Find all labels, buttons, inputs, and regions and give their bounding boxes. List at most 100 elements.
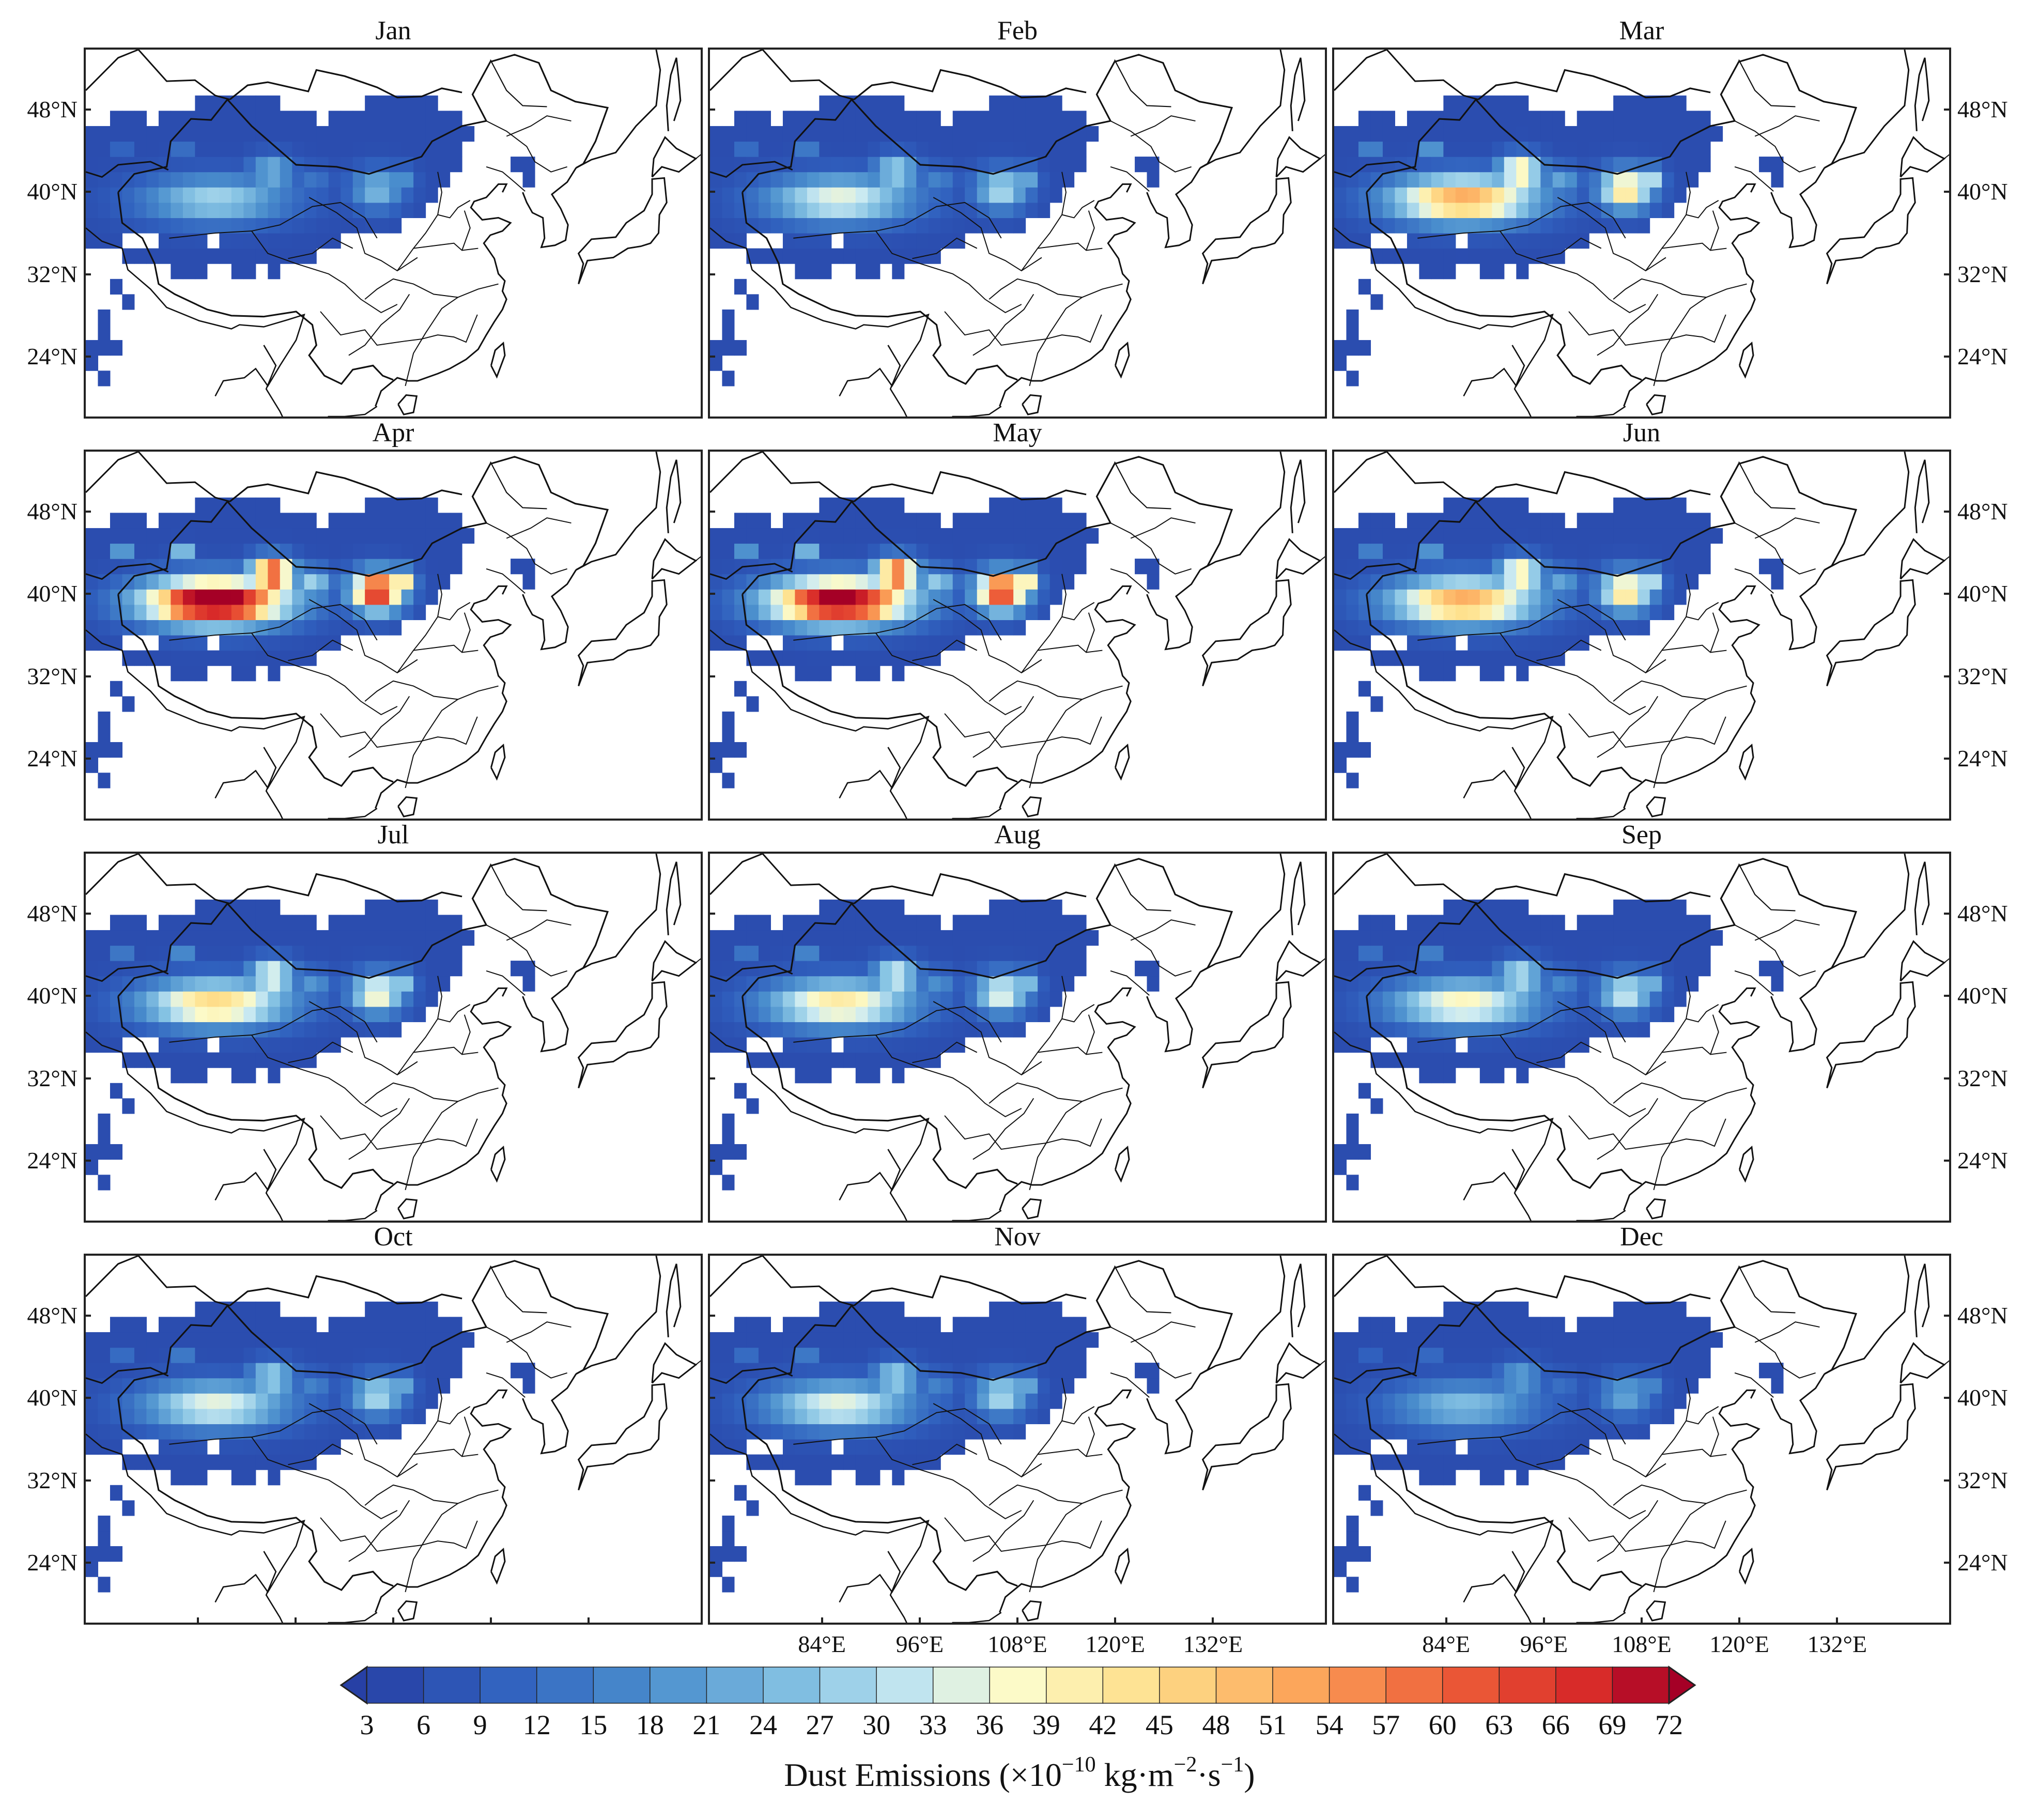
- grid-cell: [1504, 1393, 1517, 1409]
- grid-cell: [952, 141, 965, 157]
- grid-cell: [868, 264, 881, 280]
- colorbar-segment: [480, 1667, 537, 1704]
- grid-cell: [1074, 157, 1087, 173]
- grid-cell: [710, 528, 723, 544]
- grid-cell: [831, 218, 844, 234]
- grid-cell: [1516, 497, 1529, 513]
- grid-cell: [341, 930, 353, 946]
- grid-cell: [1577, 1363, 1589, 1379]
- province-boundary: [944, 311, 1046, 346]
- province-boundary: [1110, 120, 1192, 173]
- grid-cell: [1038, 111, 1051, 127]
- grid-cell: [1395, 976, 1408, 992]
- grid-cell: [1419, 945, 1432, 961]
- grid-cell: [1468, 650, 1480, 666]
- grid-cell: [182, 1424, 195, 1440]
- grid-cell: [231, 141, 244, 157]
- grid-cell: [1479, 1393, 1492, 1409]
- grid-cell: [1516, 1006, 1529, 1023]
- grid-cell: [807, 991, 820, 1007]
- grid-cell: [1468, 559, 1480, 575]
- grid-cell: [1407, 172, 1419, 188]
- grid-cell: [1468, 589, 1480, 605]
- grid-cell: [1334, 635, 1347, 651]
- province-boundary: [1086, 210, 1095, 251]
- grid-cell: [1038, 1408, 1051, 1425]
- grid-cell: [940, 589, 953, 605]
- grid-cell: [292, 1439, 305, 1455]
- province-boundary: [1613, 278, 1747, 300]
- grid-cell: [171, 915, 183, 931]
- grid-cell: [243, 1378, 256, 1394]
- grid-cell: [1540, 1424, 1553, 1440]
- grid-cell: [1504, 202, 1517, 219]
- grid-cell: [819, 976, 832, 992]
- colorbar-segment: [763, 1667, 821, 1704]
- grid-cell: [413, 497, 426, 513]
- grid-cell: [734, 111, 747, 127]
- grid-cell: [782, 1052, 795, 1068]
- grid-cell: [1504, 157, 1517, 173]
- boundary-line: [1914, 861, 1930, 935]
- grid-cell: [1528, 976, 1541, 992]
- grid-cell: [231, 172, 244, 188]
- grid-cell: [413, 111, 426, 127]
- grid-cell: [1407, 1332, 1419, 1348]
- grid-cell: [122, 589, 135, 605]
- grid-cell: [819, 157, 832, 173]
- boundary-line: [853, 471, 1087, 502]
- grid-cell: [231, 264, 244, 280]
- grid-cell: [158, 1052, 171, 1068]
- lat-label: 48°N: [27, 1302, 78, 1329]
- province-boundary: [1045, 1520, 1102, 1549]
- grid-cell: [231, 666, 244, 682]
- grid-cell: [146, 574, 159, 590]
- grid-cell: [171, 666, 183, 682]
- grid-cell: [365, 574, 378, 590]
- grid-cell: [1492, 248, 1505, 264]
- grid-cell: [219, 202, 232, 219]
- grid-cell: [268, 1317, 281, 1333]
- dust-grid: [1334, 1301, 1784, 1593]
- grid-cell: [977, 589, 990, 605]
- grid-cell: [1565, 528, 1578, 544]
- grid-cell: [1038, 991, 1051, 1007]
- grid-cell: [243, 574, 256, 590]
- grid-cell: [352, 543, 365, 559]
- province-boundary: [1734, 970, 1774, 996]
- grid-cell: [352, 589, 365, 605]
- grid-cell: [952, 1393, 965, 1409]
- grid-cell: [1479, 1378, 1492, 1394]
- grid-cell: [1528, 126, 1541, 142]
- grid-cell: [1025, 513, 1038, 529]
- grid-cell: [1613, 1363, 1626, 1379]
- grid-cell: [904, 915, 917, 931]
- grid-cell: [182, 1470, 195, 1486]
- grid-cell: [855, 187, 868, 203]
- grid-cell: [292, 528, 305, 544]
- grid-cell: [1358, 141, 1371, 157]
- map-panel-jan: Jan: [84, 17, 703, 419]
- grid-cell: [722, 1378, 735, 1394]
- grid-cell: [1382, 1347, 1396, 1363]
- grid-cell: [770, 589, 783, 605]
- grid-cell: [1479, 1052, 1492, 1068]
- grid-cell: [98, 727, 111, 743]
- grid-cell: [746, 930, 759, 946]
- grid-cell: [134, 589, 147, 605]
- grid-cell: [1025, 1332, 1038, 1348]
- grid-cell: [171, 1439, 183, 1455]
- grid-cell: [989, 930, 1002, 946]
- grid-cell: [122, 945, 135, 961]
- grid-cell: [304, 111, 317, 127]
- grid-cell: [1492, 559, 1505, 575]
- grid-cell: [1455, 111, 1468, 127]
- grid-cell: [989, 111, 1002, 127]
- grid-cell: [1613, 1332, 1626, 1348]
- province-boundary: [1110, 1372, 1150, 1398]
- grid-cell: [843, 559, 856, 575]
- grid-cell: [122, 294, 135, 310]
- grid-cell: [171, 513, 183, 529]
- grid-cell: [1455, 157, 1468, 173]
- grid-cell: [413, 976, 426, 992]
